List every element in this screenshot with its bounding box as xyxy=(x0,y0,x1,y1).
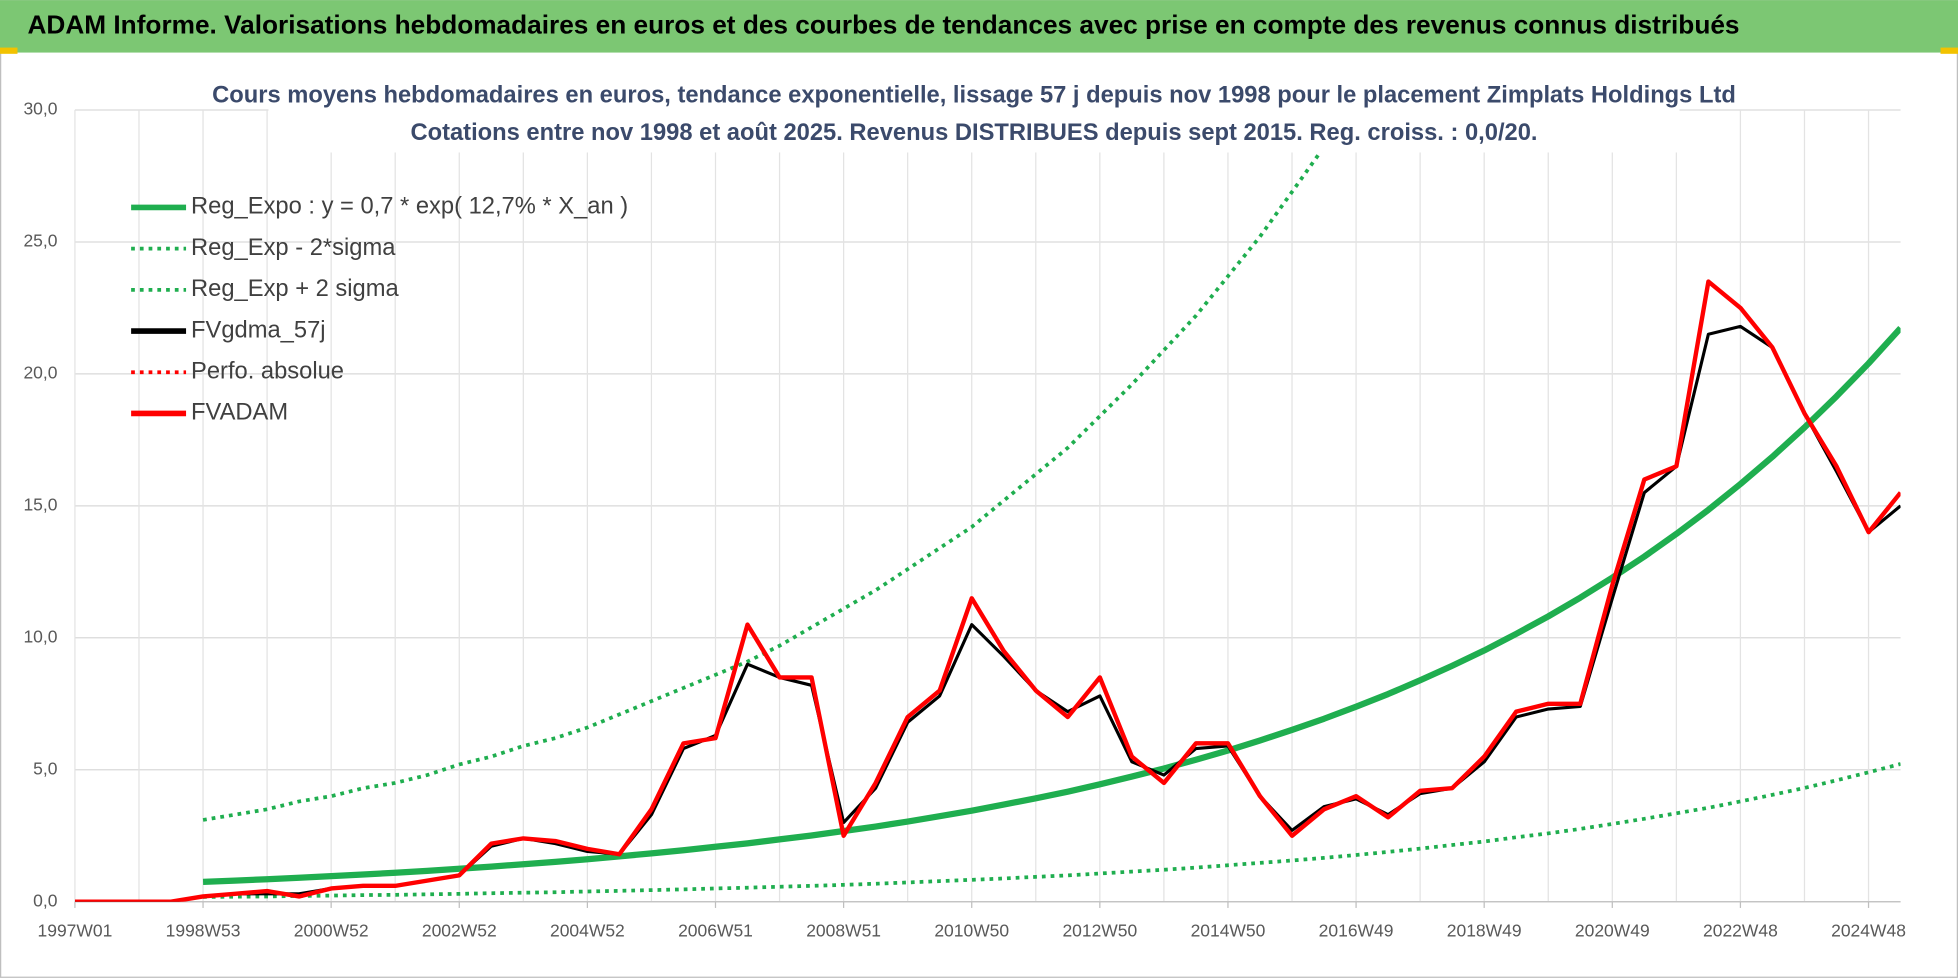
y-tick-label: 15,0 xyxy=(23,494,57,514)
legend-label: Reg_Expo : y = 0,7 * exp( 12,7% * X_an ) xyxy=(191,194,628,220)
x-tick-label: 2012W50 xyxy=(1062,920,1137,940)
series-line xyxy=(74,279,1901,902)
series-line xyxy=(202,110,1350,822)
series-line xyxy=(203,762,1901,899)
legend-label: Reg_Exp - 2*sigma xyxy=(191,235,396,261)
x-tick-label: 2000W52 xyxy=(294,920,369,940)
y-tick-label: 10,0 xyxy=(23,626,57,646)
y-tick-label: 0,0 xyxy=(33,890,58,910)
header-title: ADAM Informe. Valorisations hebdomadaire… xyxy=(27,9,1739,39)
x-tick-label: 2010W50 xyxy=(934,920,1009,940)
y-tick-label: 30,0 xyxy=(23,99,57,119)
y-tick-label: 25,0 xyxy=(23,231,57,251)
y-tick-label: 20,0 xyxy=(23,363,57,383)
y-tick-label: 5,0 xyxy=(33,758,58,778)
x-tick-label: 2006W51 xyxy=(678,920,753,940)
x-tick-label: 1998W53 xyxy=(166,920,241,940)
x-tick-label: 2018W49 xyxy=(1447,920,1522,940)
x-tick-label: 2016W49 xyxy=(1319,920,1394,940)
title-box xyxy=(268,77,1680,153)
chart-subtitle: Cotations entre nov 1998 et août 2025. R… xyxy=(410,120,1537,146)
x-tick-label: 2002W52 xyxy=(422,920,497,940)
x-tick-label: 2004W52 xyxy=(550,920,625,940)
x-tick-label: 2020W49 xyxy=(1575,920,1650,940)
corner xyxy=(0,47,18,54)
x-tick-label: 1997W01 xyxy=(38,920,113,940)
x-tick-label: 2014W50 xyxy=(1191,920,1266,940)
legend-label: FVADAM xyxy=(191,400,288,426)
header-bar xyxy=(0,0,1958,53)
x-tick-label: 2022W48 xyxy=(1703,920,1778,940)
x-tick-label: 2008W51 xyxy=(806,920,881,940)
legend-label: Reg_Exp + 2 sigma xyxy=(191,276,399,302)
legend-label: FVgdma_57j xyxy=(191,317,325,343)
chart-title: Cours moyens hebdomadaires en euros, ten… xyxy=(212,83,1736,109)
corner xyxy=(1940,47,1958,54)
plot-area: 0,0 5,0 10,0 15,0 20,0 25,0 30,0 1997W01 1998W53… xyxy=(23,99,1906,941)
legend-label: Perfo. absolue xyxy=(191,359,344,385)
x-tick-label: 2024W48 xyxy=(1831,920,1906,940)
